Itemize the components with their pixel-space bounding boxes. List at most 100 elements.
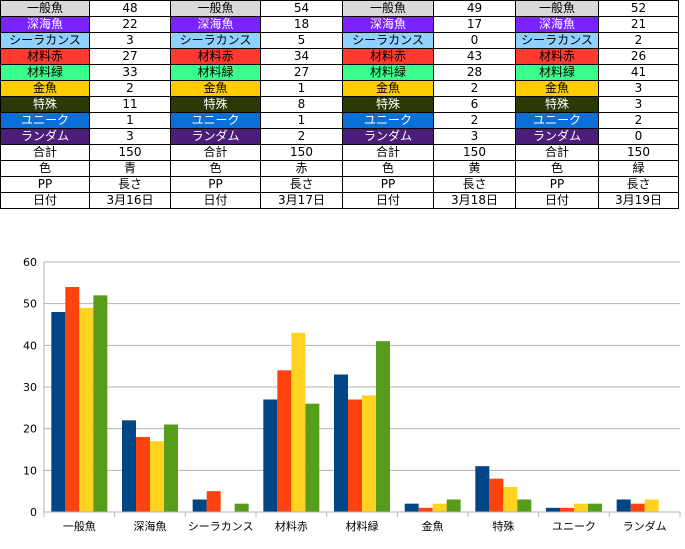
sheet-value-cell[interactable]: 2 [260,128,343,145]
sheet-value-cell[interactable]: 2 [433,80,516,97]
sheet-label-cell[interactable]: 材料緑 [515,64,599,81]
sheet-value-cell[interactable]: 150 [260,144,343,161]
sheet-label-cell[interactable]: 日付 [170,192,261,209]
sheet-label-cell[interactable]: 色 [170,160,261,177]
sheet-value-cell[interactable]: 33 [89,64,171,81]
sheet-value-cell[interactable]: 3 [598,80,679,97]
sheet-value-cell[interactable]: 長さ [598,176,679,193]
sheet-label-cell[interactable]: 日付 [515,192,599,209]
sheet-value-cell[interactable]: 1 [260,80,343,97]
sheet-label-cell[interactable]: PP [0,176,90,193]
sheet-label-cell[interactable]: シーラカンス [170,32,261,49]
sheet-value-cell[interactable]: 緑 [598,160,679,177]
sheet-value-cell[interactable]: 54 [260,0,343,17]
sheet-value-cell[interactable]: 3 [89,128,171,145]
sheet-label-cell[interactable]: ユニーク [0,112,90,129]
sheet-value-cell[interactable]: 赤 [260,160,343,177]
sheet-label-cell[interactable]: 日付 [0,192,90,209]
sheet-label-cell[interactable]: 合計 [342,144,434,161]
sheet-label-cell[interactable]: 合計 [515,144,599,161]
sheet-label-cell[interactable]: 日付 [342,192,434,209]
sheet-label-cell[interactable]: 金魚 [515,80,599,97]
sheet-value-cell[interactable]: 27 [89,48,171,65]
sheet-label-cell[interactable]: 色 [515,160,599,177]
sheet-label-cell[interactable]: 金魚 [0,80,90,97]
sheet-value-cell[interactable]: 3月16日 [89,192,171,209]
sheet-label-cell[interactable]: ランダム [515,128,599,145]
sheet-value-cell[interactable]: 49 [433,0,516,17]
sheet-label-cell[interactable]: シーラカンス [0,32,90,49]
sheet-label-cell[interactable]: 材料緑 [170,64,261,81]
sheet-value-cell[interactable]: 2 [433,112,516,129]
sheet-value-cell[interactable]: 1 [260,112,343,129]
sheet-label-cell[interactable]: ユニーク [515,112,599,129]
sheet-label-cell[interactable]: 深海魚 [170,16,261,33]
sheet-value-cell[interactable]: 3 [89,32,171,49]
sheet-label-cell[interactable]: 深海魚 [515,16,599,33]
sheet-label-cell[interactable]: 金魚 [170,80,261,97]
sheet-label-cell[interactable]: PP [342,176,434,193]
sheet-value-cell[interactable]: 青 [89,160,171,177]
sheet-value-cell[interactable]: 長さ [433,176,516,193]
sheet-value-cell[interactable]: 150 [598,144,679,161]
sheet-value-cell[interactable]: 26 [598,48,679,65]
sheet-label-cell[interactable]: 深海魚 [0,16,90,33]
sheet-label-cell[interactable]: シーラカンス [342,32,434,49]
sheet-label-cell[interactable]: 材料緑 [0,64,90,81]
sheet-value-cell[interactable]: 3月17日 [260,192,343,209]
sheet-label-cell[interactable]: ランダム [170,128,261,145]
sheet-label-cell[interactable]: ランダム [0,128,90,145]
sheet-label-cell[interactable]: 色 [342,160,434,177]
sheet-value-cell[interactable]: 11 [89,96,171,113]
sheet-value-cell[interactable]: 6 [433,96,516,113]
sheet-label-cell[interactable]: ランダム [342,128,434,145]
sheet-value-cell[interactable]: 2 [598,112,679,129]
sheet-value-cell[interactable]: 3 [433,128,516,145]
sheet-value-cell[interactable]: 2 [598,32,679,49]
sheet-label-cell[interactable]: 一般魚 [342,0,434,17]
sheet-label-cell[interactable]: 一般魚 [170,0,261,17]
sheet-value-cell[interactable]: 0 [433,32,516,49]
sheet-value-cell[interactable]: 18 [260,16,343,33]
sheet-value-cell[interactable]: 27 [260,64,343,81]
sheet-value-cell[interactable]: 3月18日 [433,192,516,209]
sheet-value-cell[interactable]: 43 [433,48,516,65]
sheet-value-cell[interactable]: 5 [260,32,343,49]
sheet-value-cell[interactable]: 2 [89,80,171,97]
sheet-label-cell[interactable]: 合計 [0,144,90,161]
sheet-value-cell[interactable]: 48 [89,0,171,17]
sheet-value-cell[interactable]: 0 [598,128,679,145]
sheet-label-cell[interactable]: 一般魚 [515,0,599,17]
sheet-label-cell[interactable]: 材料赤 [515,48,599,65]
sheet-value-cell[interactable]: 長さ [89,176,171,193]
sheet-value-cell[interactable]: 22 [89,16,171,33]
sheet-value-cell[interactable]: 1 [89,112,171,129]
sheet-value-cell[interactable]: 3 [598,96,679,113]
sheet-value-cell[interactable]: 150 [89,144,171,161]
sheet-label-cell[interactable]: 特殊 [0,96,90,113]
sheet-value-cell[interactable]: 52 [598,0,679,17]
sheet-label-cell[interactable]: 一般魚 [0,0,90,17]
sheet-label-cell[interactable]: 特殊 [342,96,434,113]
sheet-label-cell[interactable]: PP [515,176,599,193]
sheet-label-cell[interactable]: シーラカンス [515,32,599,49]
sheet-value-cell[interactable]: 28 [433,64,516,81]
sheet-label-cell[interactable]: ユニーク [170,112,261,129]
sheet-label-cell[interactable]: 色 [0,160,90,177]
sheet-label-cell[interactable]: 材料赤 [0,48,90,65]
sheet-label-cell[interactable]: 材料緑 [342,64,434,81]
sheet-label-cell[interactable]: 特殊 [170,96,261,113]
sheet-value-cell[interactable]: 150 [433,144,516,161]
sheet-label-cell[interactable]: ユニーク [342,112,434,129]
sheet-label-cell[interactable]: 材料赤 [342,48,434,65]
sheet-value-cell[interactable]: 3月19日 [598,192,679,209]
sheet-value-cell[interactable]: 21 [598,16,679,33]
sheet-value-cell[interactable]: 41 [598,64,679,81]
sheet-value-cell[interactable]: 17 [433,16,516,33]
sheet-value-cell[interactable]: 黄 [433,160,516,177]
sheet-label-cell[interactable]: 深海魚 [342,16,434,33]
sheet-label-cell[interactable]: 合計 [170,144,261,161]
sheet-label-cell[interactable]: 特殊 [515,96,599,113]
sheet-label-cell[interactable]: 材料赤 [170,48,261,65]
sheet-value-cell[interactable]: 8 [260,96,343,113]
